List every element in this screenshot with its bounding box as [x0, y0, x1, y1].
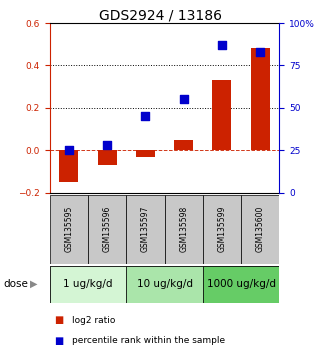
- Point: [66, 148, 72, 153]
- Text: log2 ratio: log2 ratio: [72, 316, 116, 325]
- Point: [105, 143, 110, 148]
- Bar: [126, 195, 164, 264]
- Text: GDS2924 / 13186: GDS2924 / 13186: [99, 9, 222, 23]
- Point: [257, 49, 263, 55]
- Text: 10 ug/kg/d: 10 ug/kg/d: [136, 279, 193, 289]
- Text: ■: ■: [55, 336, 64, 346]
- Bar: [251, 48, 270, 150]
- Bar: [136, 150, 155, 157]
- Bar: [50, 266, 126, 303]
- Text: 1 ug/kg/d: 1 ug/kg/d: [63, 279, 113, 289]
- Text: GSM135597: GSM135597: [141, 206, 150, 252]
- Text: ■: ■: [55, 315, 64, 325]
- Text: ▶: ▶: [30, 279, 37, 289]
- Bar: [174, 140, 193, 150]
- Text: 1000 ug/kg/d: 1000 ug/kg/d: [206, 279, 275, 289]
- Bar: [59, 150, 78, 182]
- Text: GSM135596: GSM135596: [103, 206, 112, 252]
- Bar: [203, 195, 241, 264]
- Text: GSM135599: GSM135599: [217, 206, 226, 252]
- Text: GSM135595: GSM135595: [65, 206, 74, 252]
- Bar: [98, 150, 117, 165]
- Bar: [241, 195, 279, 264]
- Bar: [212, 80, 231, 150]
- Point: [219, 42, 224, 48]
- Point: [143, 114, 148, 119]
- Point: [181, 97, 186, 102]
- Bar: [50, 195, 88, 264]
- Text: GSM135598: GSM135598: [179, 206, 188, 252]
- Bar: [88, 195, 126, 264]
- Bar: [126, 266, 203, 303]
- Bar: [203, 266, 279, 303]
- Text: dose: dose: [3, 279, 28, 289]
- Text: GSM135600: GSM135600: [256, 206, 265, 252]
- Text: percentile rank within the sample: percentile rank within the sample: [72, 336, 225, 345]
- Bar: [164, 195, 203, 264]
